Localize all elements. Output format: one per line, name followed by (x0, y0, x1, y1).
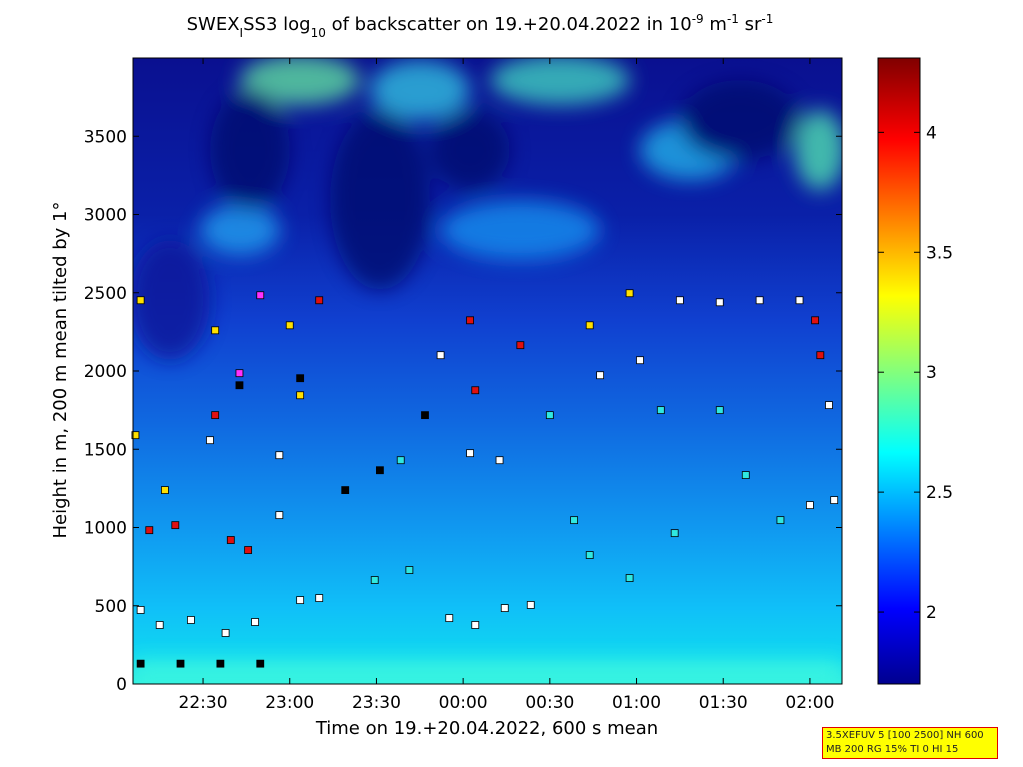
data-point (741, 471, 750, 479)
data-point (445, 614, 454, 623)
data-point (206, 436, 214, 445)
data-point (235, 369, 244, 378)
data-point (315, 296, 324, 305)
data-point (670, 529, 679, 538)
data-point (216, 659, 225, 668)
data-point (471, 386, 480, 395)
x-tick-label: 02:00 (785, 693, 834, 713)
y-tick-label: 1000 (84, 519, 127, 539)
data-point (816, 351, 825, 360)
y-tick-label: 500 (95, 597, 127, 617)
data-point (570, 516, 579, 525)
data-point (675, 296, 684, 305)
data-point (405, 566, 414, 574)
data-point (811, 316, 820, 325)
colorbar-tick-label: 3 (926, 363, 937, 383)
data-point (806, 501, 814, 510)
data-point (625, 289, 634, 298)
y-tick-label: 1500 (84, 440, 127, 460)
data-point (176, 659, 185, 668)
data-point (296, 374, 305, 383)
data-point (296, 391, 305, 400)
data-point (275, 511, 284, 520)
data-point (795, 296, 804, 305)
x-axis-label: Time on 19.+20.04.2022, 600 s mean (315, 718, 658, 739)
data-point (825, 401, 833, 410)
y-tick-label: 3500 (84, 127, 127, 147)
data-point (221, 629, 230, 637)
data-point (500, 604, 509, 612)
data-point (211, 411, 220, 420)
colorbar-tick-label: 4 (926, 123, 937, 143)
data-point (471, 621, 480, 629)
data-point (315, 594, 324, 602)
data-point (466, 449, 474, 458)
data-point (155, 621, 164, 629)
y-tick-label: 2500 (84, 284, 127, 304)
data-point (171, 521, 180, 530)
heatmap (133, 58, 842, 684)
data-point (656, 406, 665, 415)
data-point (436, 351, 445, 360)
y-tick-label: 3000 (84, 206, 127, 226)
data-point (244, 546, 253, 554)
data-point (235, 381, 244, 390)
data-point (256, 659, 265, 668)
data-point (251, 618, 259, 626)
data-point (495, 456, 504, 465)
chart-title: SWEXISS3 log10 of backscatter on 19.+20.… (187, 12, 774, 40)
data-point (211, 326, 220, 335)
y-tick-label: 0 (116, 675, 127, 695)
data-point (545, 411, 554, 420)
x-tick-label: 01:30 (699, 693, 748, 713)
data-point (226, 536, 235, 544)
data-point (296, 596, 305, 605)
data-point (131, 431, 140, 440)
colorbar-tick-label: 2.5 (926, 483, 953, 503)
data-point (466, 316, 474, 325)
data-point (376, 466, 384, 475)
data-point (755, 296, 764, 305)
colorbar (877, 57, 921, 685)
data-point (145, 526, 154, 535)
data-point (187, 616, 195, 624)
x-tick-label: 23:30 (352, 693, 401, 713)
y-tick-label: 2000 (84, 362, 127, 382)
data-point (715, 298, 724, 307)
x-tick-label: 22:30 (179, 693, 228, 713)
data-point (516, 341, 525, 350)
colorbar-tick-label: 3.5 (926, 243, 953, 263)
data-point (341, 486, 350, 494)
data-point (776, 516, 785, 525)
data-point (136, 606, 145, 614)
data-point (585, 551, 594, 559)
data-point (585, 321, 594, 330)
data-point (256, 291, 265, 300)
data-point (370, 576, 379, 584)
data-point (161, 486, 169, 494)
x-tick-label: 00:30 (525, 693, 574, 713)
x-tick-label: 01:00 (612, 693, 661, 713)
info-line: MB 200 RG 15% TI 0 HI 15 (826, 744, 959, 755)
data-point (526, 601, 535, 609)
data-point (285, 321, 294, 330)
data-point (421, 411, 429, 420)
data-point (136, 659, 145, 668)
x-tick-label: 23:00 (265, 693, 314, 713)
data-point (636, 356, 644, 365)
y-axis-label: Height in m, 200 m mean tilted by 1° (50, 201, 71, 538)
data-point (625, 574, 634, 582)
data-point (830, 496, 839, 505)
info-line: 3.5XEFUV 5 [100 2500] NH 600 (826, 730, 984, 741)
data-point (715, 406, 724, 415)
data-point (136, 296, 145, 305)
data-point (596, 371, 605, 380)
info-box: 3.5XEFUV 5 [100 2500] NH 600 MB 200 RG 1… (822, 727, 998, 759)
data-point (396, 456, 405, 465)
colorbar-tick-label: 2 (926, 603, 937, 623)
data-point (275, 451, 284, 460)
x-tick-label: 00:00 (439, 693, 488, 713)
